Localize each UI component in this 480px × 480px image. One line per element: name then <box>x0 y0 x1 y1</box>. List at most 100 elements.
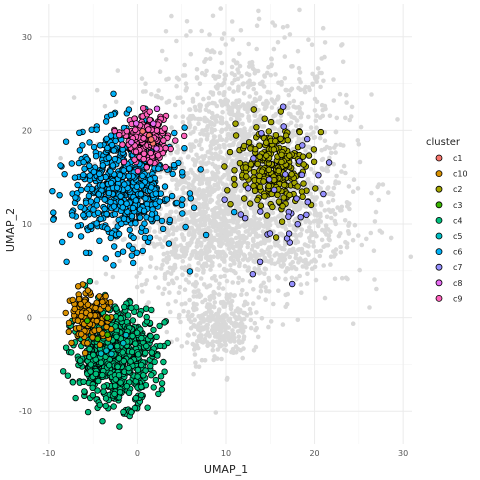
point-c6 <box>107 198 114 206</box>
point-c6 <box>93 202 100 209</box>
background-point <box>207 155 212 161</box>
background-point <box>312 108 318 113</box>
background-point <box>185 154 191 160</box>
background-point <box>297 106 302 111</box>
background-point <box>166 281 171 287</box>
background-point <box>160 244 165 250</box>
point-c2 <box>245 139 253 146</box>
background-point <box>247 232 252 237</box>
point-c6 <box>59 238 66 246</box>
point-c10 <box>71 305 78 313</box>
background-point <box>339 43 344 48</box>
background-point <box>230 37 235 42</box>
background-point <box>240 355 245 361</box>
background-point <box>228 127 234 132</box>
point-c3 <box>84 317 91 324</box>
point-c2 <box>300 180 307 187</box>
background-point <box>263 258 269 264</box>
point-c10 <box>74 283 82 290</box>
background-point <box>217 134 223 139</box>
background-point <box>197 202 202 208</box>
point-c4 <box>134 373 141 380</box>
background-point <box>173 114 178 119</box>
background-point <box>255 334 261 340</box>
point-c6 <box>93 220 100 227</box>
background-point <box>250 205 255 211</box>
point-c6 <box>96 237 103 244</box>
background-point <box>157 69 163 74</box>
background-point <box>338 244 343 250</box>
background-point <box>334 115 340 121</box>
background-point <box>237 201 242 207</box>
point-c2 <box>261 193 268 200</box>
background-point <box>223 328 228 334</box>
point-c10 <box>68 339 75 347</box>
background-point <box>320 25 326 31</box>
point-c4 <box>97 359 105 366</box>
point-c10 <box>77 301 84 308</box>
background-point <box>236 338 242 344</box>
point-c6 <box>104 225 111 232</box>
background-point <box>182 287 188 293</box>
background-point <box>228 250 233 256</box>
point-c6 <box>139 172 146 180</box>
background-point <box>240 287 245 293</box>
point-c4 <box>138 383 145 390</box>
point-c2 <box>261 115 268 122</box>
background-point <box>143 89 148 94</box>
background-point <box>223 348 229 354</box>
background-point <box>311 240 316 245</box>
background-point <box>206 306 212 312</box>
background-point <box>296 137 302 143</box>
background-point <box>250 301 256 306</box>
background-point <box>147 264 153 269</box>
point-c9 <box>180 132 188 140</box>
legend-label-c10: c10 <box>453 170 468 179</box>
background-point <box>291 104 297 109</box>
point-c6 <box>108 141 116 149</box>
background-point <box>173 237 179 242</box>
background-point <box>235 306 241 311</box>
background-point <box>230 101 236 106</box>
point-c10 <box>62 309 69 317</box>
point-c4 <box>116 389 124 396</box>
point-c6 <box>133 183 141 190</box>
background-point <box>207 56 213 61</box>
background-point <box>311 244 316 249</box>
background-point <box>139 76 145 81</box>
background-point <box>314 113 320 118</box>
point-c4 <box>147 362 154 370</box>
background-point <box>246 131 252 137</box>
background-point <box>268 319 274 324</box>
background-point <box>331 98 337 103</box>
background-point <box>245 241 251 246</box>
background-point <box>229 71 235 76</box>
background-point <box>165 270 171 275</box>
background-point <box>207 283 213 288</box>
background-point <box>226 176 231 182</box>
background-point <box>267 250 273 255</box>
point-c7 <box>256 258 264 265</box>
background-point <box>194 152 199 158</box>
background-point <box>369 92 374 97</box>
background-point <box>239 113 245 118</box>
background-point <box>211 134 217 139</box>
background-point <box>280 25 286 30</box>
background-point <box>208 254 213 260</box>
background-point <box>214 139 220 144</box>
point-c6 <box>179 196 186 203</box>
background-point <box>154 93 160 99</box>
background-point <box>201 196 207 202</box>
point-c4 <box>129 317 137 324</box>
point-c7 <box>241 214 249 222</box>
point-c2 <box>253 124 260 131</box>
point-c4 <box>94 387 101 394</box>
background-point <box>216 292 222 297</box>
background-point <box>324 214 330 220</box>
cluster-points <box>49 90 333 430</box>
background-point <box>122 236 127 242</box>
background-point <box>228 263 233 268</box>
point-c2 <box>312 185 319 192</box>
background-point <box>300 264 306 269</box>
background-point <box>196 260 201 266</box>
